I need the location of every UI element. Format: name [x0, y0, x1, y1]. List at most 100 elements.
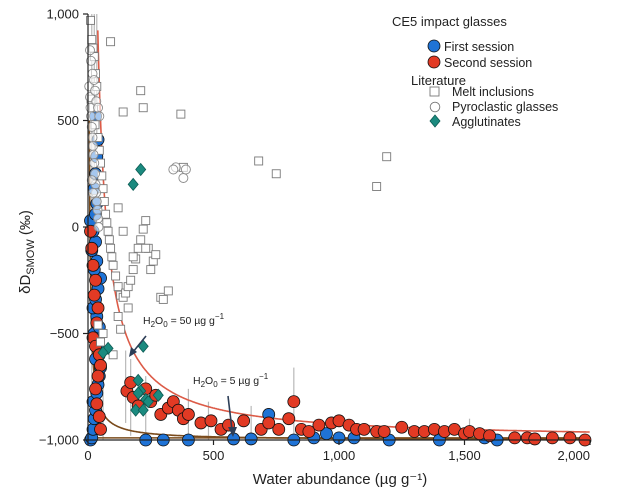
melt-inclusion-point — [113, 282, 123, 292]
pyroclastic-point — [87, 132, 98, 143]
melt-inclusion-point — [107, 252, 117, 262]
agglutinate-point — [127, 177, 139, 192]
mixing-curve-5 — [88, 120, 590, 440]
second-session-point — [528, 432, 542, 446]
pyroclastic-point — [180, 164, 191, 175]
melt-inclusion-point — [118, 107, 128, 117]
agglutinate-point — [142, 395, 154, 409]
melt-inclusion-point — [141, 243, 151, 253]
x-tick-label: 0 — [84, 448, 91, 463]
agglutinate-point — [97, 346, 109, 360]
legend-agglutinates-marker — [429, 114, 441, 128]
annotation-50-label: H2O0 = 50 µg g−1 — [143, 312, 225, 329]
melt-inclusion-point — [113, 203, 123, 213]
agglutinate-point — [137, 339, 149, 353]
annotation-5-arrow — [227, 395, 233, 431]
annotation-50: H2O0 = 50 µg g−1 — [129, 312, 225, 357]
pyroclastic-point — [93, 213, 103, 224]
melt-inclusion-point — [106, 37, 116, 47]
melt-inclusion-point — [102, 218, 112, 228]
pyroclastic-point — [94, 111, 105, 122]
y-tick-label: 1,000 — [46, 7, 79, 22]
second-session-point — [204, 414, 218, 428]
pyroclastic-point — [89, 75, 99, 85]
x-tick-label: 1,000 — [323, 448, 356, 463]
second-session-point — [90, 397, 104, 411]
second-session-point — [89, 382, 102, 396]
legend-first-session-label: First session — [444, 40, 514, 54]
legend-melt-inclusions-marker — [429, 86, 440, 97]
pyroclastic-point — [92, 205, 103, 215]
legend-melt-inclusions-label: Melt inclusions — [452, 85, 534, 99]
agglutinate-point — [152, 388, 164, 402]
melt-inclusion-point — [96, 337, 106, 347]
x-tick-label: 500 — [203, 448, 225, 463]
second-session-point — [91, 301, 105, 315]
melt-inclusion-point — [163, 286, 173, 296]
pyroclastic-point — [89, 158, 100, 169]
second-session-point — [563, 431, 577, 445]
annotation-50-arrowhead — [129, 347, 137, 357]
second-session-point — [545, 431, 559, 445]
melt-inclusion-point — [133, 243, 143, 253]
legend-group-ce5-title: CE5 impact glasses — [392, 14, 507, 29]
melt-inclusion-point — [141, 216, 151, 226]
legend-first-session-marker — [427, 39, 441, 53]
melt-inclusion-point — [103, 226, 113, 236]
second-session-point — [85, 241, 99, 255]
plot-area — [84, 14, 592, 447]
melt-inclusion-point — [382, 152, 392, 162]
annotation-5-label: H2O0 = 5 µg g−1 — [193, 372, 269, 389]
melt-inclusion-point — [118, 226, 128, 236]
y-tick-label: −500 — [50, 326, 79, 341]
legend-group-literature-title: Literature — [411, 73, 466, 88]
melt-inclusion-point — [128, 265, 138, 275]
y-tick-label: 500 — [57, 113, 79, 128]
second-session-point — [272, 422, 286, 436]
agglutinate-point — [132, 373, 144, 387]
melt-inclusion-point — [98, 184, 108, 194]
second-session-point — [89, 273, 102, 287]
legend-agglutinates-label: Agglutinates — [452, 115, 521, 129]
melt-inclusion-point — [176, 109, 186, 119]
pyroclastic-point — [85, 45, 95, 56]
melt-inclusion-point — [128, 252, 138, 262]
legend-pyroclastic-label: Pyroclastic glasses — [452, 100, 558, 114]
pyroclastic-point — [91, 196, 102, 207]
melt-inclusion-point — [101, 209, 111, 219]
second-session-point — [377, 425, 391, 438]
second-session-point — [237, 414, 251, 428]
second-session-point — [181, 408, 195, 421]
agglutinate-point — [137, 403, 149, 417]
melt-inclusion-point — [372, 182, 382, 191]
melt-inclusion-point — [254, 156, 264, 166]
x-axis-title: Water abundance (µg g⁻¹) — [253, 471, 427, 488]
legend-second-session-label: Second session — [444, 56, 532, 70]
first-session-point — [244, 432, 258, 446]
pyroclastic-point — [90, 85, 100, 96]
second-session-point — [94, 359, 107, 372]
pyroclastic-point — [88, 141, 98, 152]
melt-inclusion-point — [123, 303, 133, 313]
legend: CE5 impact glasses First session Second … — [392, 14, 558, 129]
y-axis-title: δDSMOW (‰) — [17, 210, 37, 294]
melt-inclusion-point — [138, 224, 148, 234]
melt-inclusion-point — [108, 260, 118, 270]
melt-inclusion-point — [108, 350, 118, 360]
x-tick-label: 2,000 — [557, 448, 590, 463]
pyroclastic-point — [178, 173, 189, 183]
annotation-50-arrow — [132, 335, 147, 353]
axes: −1,000 −500 0 500 1,000 0 500 1,000 1,500 2,000 — [39, 7, 591, 463]
pyroclastic-point — [93, 102, 103, 113]
agglutinate-point — [132, 386, 144, 400]
melt-inclusion-point — [151, 250, 161, 260]
pyroclastic-point — [88, 187, 98, 198]
melt-inclusion-point — [106, 243, 116, 253]
second-session-point — [86, 258, 100, 272]
second-session-point — [312, 418, 326, 432]
melt-inclusion-point — [116, 324, 126, 334]
pyroclastic-point — [86, 175, 97, 186]
pyroclastic-point — [168, 164, 179, 175]
second-session-point — [357, 422, 371, 436]
